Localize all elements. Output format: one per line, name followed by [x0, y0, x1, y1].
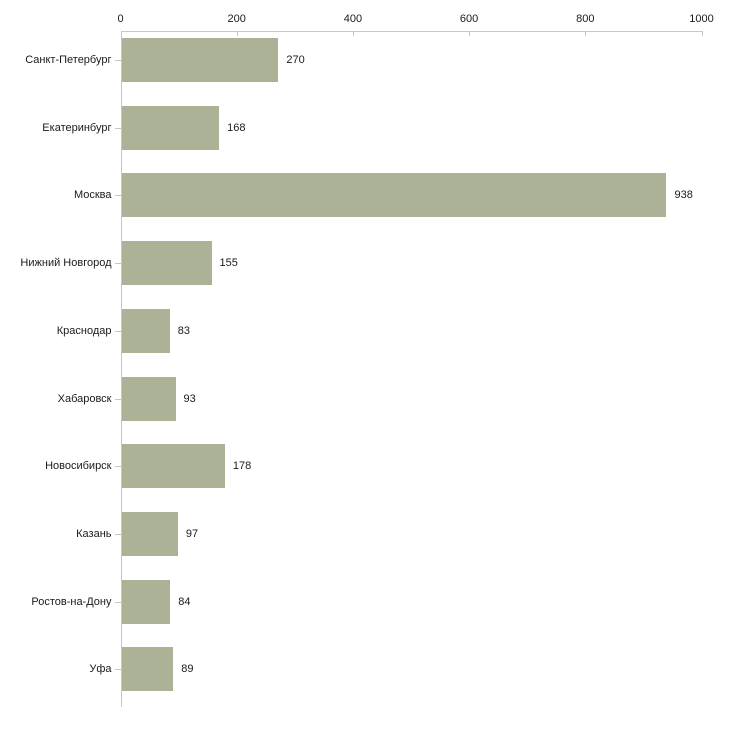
x-tick: [585, 32, 587, 36]
category-label: Санкт-Петербург: [25, 54, 112, 66]
x-tick: [236, 32, 238, 36]
x-tick-label: 1000: [689, 13, 714, 25]
y-category-tick: [114, 602, 121, 603]
y-category-tick: [114, 669, 121, 670]
value-label: 84: [178, 595, 191, 608]
bar: [121, 38, 279, 82]
value-label: 93: [183, 392, 196, 405]
y-category-tick: [114, 195, 121, 196]
category-label: Нижний Новгород: [20, 257, 112, 270]
y-category-tick: [114, 128, 121, 129]
bar: [121, 444, 225, 489]
category-label: Ростов-на-Дону: [31, 595, 112, 608]
bar: [121, 376, 176, 421]
category-label: Новосибирск: [45, 460, 112, 473]
x-tick-label: 600: [459, 13, 479, 25]
x-axis-line: [120, 31, 703, 32]
bar: [121, 647, 174, 692]
category-label: Хабаровск: [57, 392, 112, 405]
value-label: 155: [219, 257, 238, 270]
bar: [121, 105, 220, 150]
category-label: Москва: [73, 189, 112, 202]
bar: [121, 511, 178, 556]
bar: [121, 241, 212, 286]
y-category-tick: [114, 263, 121, 264]
bar: [121, 579, 171, 624]
category-label: Екатеринбург: [42, 121, 112, 134]
value-label: 168: [227, 121, 246, 134]
category-label: Краснодар: [56, 324, 112, 337]
x-tick-label: 400: [343, 13, 363, 25]
value-label: 97: [185, 527, 199, 540]
value-label: 83: [177, 324, 190, 337]
x-tick-label: 800: [576, 13, 595, 25]
x-tick: [469, 32, 471, 36]
category-label: Уфа: [89, 663, 112, 676]
value-label: 89: [181, 663, 194, 676]
bar: [121, 173, 667, 218]
category-label: Казань: [76, 527, 112, 540]
y-axis-line: [120, 31, 122, 707]
y-category-tick: [114, 60, 121, 61]
y-category-tick: [114, 466, 121, 467]
x-tick: [701, 32, 703, 36]
y-category-tick: [114, 534, 121, 535]
value-label: 178: [232, 460, 252, 473]
y-category-tick: [114, 399, 121, 400]
x-tick-label: 200: [227, 13, 246, 25]
value-label: 270: [286, 54, 305, 66]
y-category-tick: [114, 331, 121, 332]
value-label: 938: [674, 189, 693, 202]
x-tick-label: 0: [117, 13, 124, 25]
x-tick: [120, 32, 122, 36]
bar: [121, 308, 170, 353]
x-tick: [352, 32, 354, 36]
